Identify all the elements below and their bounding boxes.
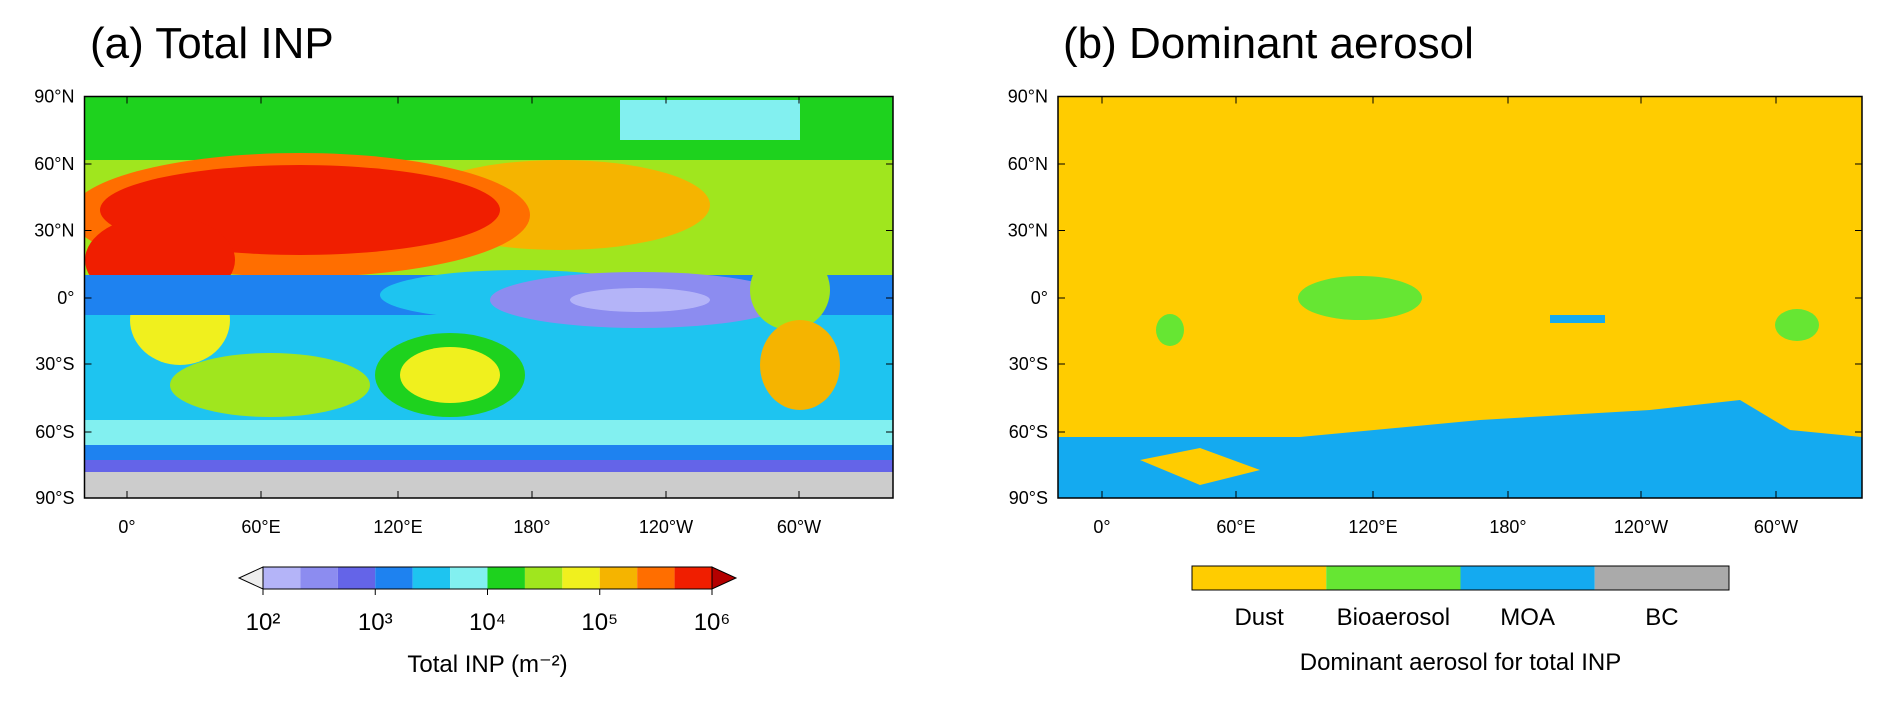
- legend-label: BC: [1645, 604, 1678, 631]
- lat-label: 30°N: [1008, 221, 1048, 241]
- legend-box: [1594, 566, 1729, 590]
- lat-label: 90°N: [1008, 87, 1048, 107]
- colorbar-box: [300, 567, 338, 589]
- lon-label: 0°: [118, 517, 135, 537]
- lat-label: 30°S: [1009, 354, 1048, 374]
- lon-label: 60°E: [241, 517, 280, 537]
- lat-label: 0°: [1031, 288, 1048, 308]
- panel-title: (b) Dominant aerosol: [1063, 19, 1474, 68]
- colorbar-box: [599, 567, 638, 589]
- colorbar-tick-label: 10⁴: [469, 609, 506, 636]
- lon-label: 180°: [1489, 517, 1526, 537]
- legend-title: Dominant aerosol for total INP: [1300, 649, 1621, 676]
- colorbar-tick-label: 10²: [246, 609, 281, 636]
- lon-label: 60°E: [1216, 517, 1255, 537]
- colorbar-box: [375, 567, 413, 589]
- colorbar-box: [487, 567, 525, 589]
- lon-label: 120°E: [1348, 517, 1397, 537]
- lat-label: 60°S: [1009, 422, 1048, 442]
- colorbar-box: [674, 567, 712, 589]
- legend-box: [1326, 566, 1461, 590]
- legend-label: MOA: [1500, 604, 1555, 631]
- colorbar-box: [524, 567, 563, 589]
- legend-frame: [1191, 565, 1730, 591]
- lat-label: 90°S: [1009, 488, 1048, 508]
- colorbar-box: [562, 567, 600, 589]
- lat-label: 60°S: [35, 422, 74, 442]
- colorbar-over: [711, 566, 738, 590]
- lon-label: 180°: [513, 517, 550, 537]
- lon-label: 60°W: [1754, 517, 1798, 537]
- legend-box: [1192, 566, 1327, 590]
- lon-label: 120°E: [373, 517, 422, 537]
- lat-label: 30°S: [35, 354, 74, 374]
- frame-a: [83, 95, 894, 499]
- lon-label: 120°W: [639, 517, 693, 537]
- lat-label: 60°N: [34, 154, 74, 174]
- colorbar-tick-label: 10³: [358, 609, 393, 636]
- colorbar-box: [637, 567, 675, 589]
- lon-label: 60°W: [777, 517, 821, 537]
- legend-label: Dust: [1234, 604, 1284, 631]
- map-b: [1058, 96, 1862, 498]
- colorbar-label: Total INP (m⁻²): [407, 651, 567, 678]
- map-a: [84, 96, 893, 498]
- colorbar-box: [337, 567, 376, 589]
- colorbar-box: [412, 567, 451, 589]
- lon-label: 120°W: [1614, 517, 1668, 537]
- colorbar-box: [263, 567, 301, 589]
- lat-label: 90°S: [35, 488, 74, 508]
- lat-label: 90°N: [34, 87, 74, 107]
- colorbar-under: [237, 566, 264, 590]
- colorbar-tick-label: 10⁶: [694, 609, 731, 636]
- legend-box: [1460, 566, 1595, 590]
- colorbar-box: [450, 567, 488, 589]
- lat-label: 0°: [57, 288, 74, 308]
- colorbar-tick-label: 10⁵: [581, 609, 618, 636]
- frame-b: [1057, 95, 1863, 499]
- lat-label: 60°N: [1008, 154, 1048, 174]
- lon-label: 0°: [1093, 517, 1110, 537]
- legend-label: Bioaerosol: [1337, 604, 1450, 631]
- lat-label: 30°N: [34, 221, 74, 241]
- panel-title: (a) Total INP: [90, 19, 334, 68]
